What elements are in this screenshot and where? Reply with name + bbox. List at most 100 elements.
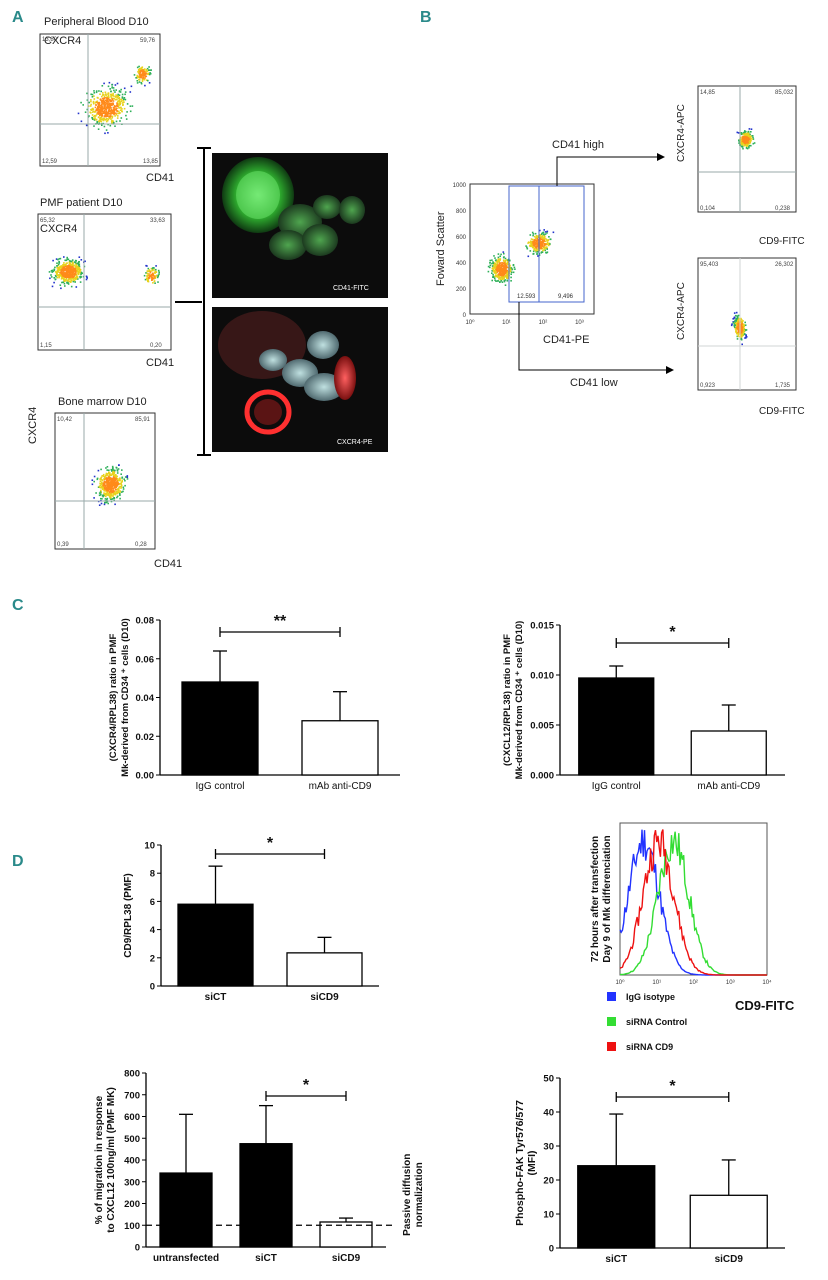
event-dot — [157, 269, 160, 272]
event-dot — [150, 270, 152, 272]
event-dot — [101, 494, 104, 497]
event-dot — [544, 235, 546, 238]
y-tick-label: 200 — [124, 1199, 140, 1210]
event-dot — [110, 474, 113, 476]
event-dot — [503, 269, 506, 271]
dotplot-ylabel: CXCR4 — [40, 223, 77, 235]
event-dot — [79, 271, 81, 273]
event-dot — [126, 103, 129, 105]
event-dot — [63, 282, 66, 285]
event-dot — [122, 488, 125, 490]
event-dot — [68, 267, 71, 269]
event-dot — [118, 99, 120, 102]
event-dot — [536, 248, 538, 251]
event-dot — [51, 271, 53, 273]
event-dot — [750, 135, 752, 138]
event-dot — [501, 268, 504, 270]
event-dot — [99, 486, 102, 489]
event-dot — [115, 120, 118, 123]
event-dot — [109, 110, 111, 112]
event-dot — [110, 492, 113, 494]
event-dot — [492, 264, 495, 266]
y-tick-label: 0.015 — [530, 621, 554, 632]
event-dot — [503, 271, 506, 273]
event-dot — [66, 266, 68, 268]
event-dot — [75, 286, 78, 288]
event-dot — [742, 327, 745, 329]
event-dot — [750, 128, 753, 130]
event-dot — [114, 475, 116, 477]
event-dot — [106, 494, 108, 496]
event-dot — [115, 98, 117, 101]
event-dot — [507, 260, 510, 263]
event-dot — [497, 259, 500, 261]
event-dot — [111, 121, 113, 124]
event-dot — [110, 468, 113, 471]
event-dot — [62, 271, 65, 273]
event-dot — [138, 69, 140, 72]
event-dot — [141, 80, 144, 83]
event-dot — [58, 269, 61, 271]
event-dot — [67, 283, 70, 285]
event-dot — [153, 276, 156, 278]
event-dot — [110, 107, 112, 109]
event-dot — [147, 273, 150, 276]
arrows — [518, 156, 666, 371]
event-dot — [60, 270, 63, 272]
event-dot — [99, 120, 101, 122]
event-dot — [741, 330, 743, 332]
event-dot — [104, 501, 106, 504]
event-dot — [116, 470, 119, 472]
event-dot — [61, 265, 64, 268]
event-dot — [499, 266, 502, 269]
event-dot — [746, 137, 749, 139]
event-dot — [109, 105, 111, 108]
label-cd41-low: CD41 low — [570, 377, 618, 389]
y-axis-label: to CXCL12 100ng/ml (PMF MK) — [106, 1087, 117, 1233]
event-dot — [104, 103, 107, 106]
event-dot — [534, 243, 537, 245]
event-dot — [102, 92, 104, 94]
event-dot — [109, 491, 111, 494]
event-dot — [118, 110, 120, 113]
event-dot — [532, 246, 534, 248]
quadrant-lr: 1,735 — [775, 383, 791, 389]
event-dot — [100, 98, 102, 100]
event-dot — [124, 484, 126, 487]
arrow-head-low — [666, 366, 674, 374]
quadrant-lr: 0,20 — [150, 343, 162, 349]
event-dot — [91, 93, 94, 96]
event-dot — [98, 104, 100, 107]
quadrant-ul-pb: 13,80 — [42, 37, 58, 43]
y-tick-label: 0.00 — [136, 771, 155, 782]
bar — [159, 1172, 213, 1248]
event-dot — [548, 236, 550, 238]
event-dot — [143, 73, 145, 76]
event-dot — [115, 113, 118, 116]
event-dot — [95, 90, 98, 92]
event-dot — [108, 472, 110, 475]
event-dot — [498, 275, 500, 278]
b-scatter-events — [487, 229, 555, 286]
event-dot — [150, 69, 152, 71]
event-dot — [146, 70, 149, 72]
event-dot — [69, 278, 71, 280]
event-dot — [108, 81, 111, 84]
event-dot — [101, 112, 104, 115]
reference-line-label: Passive diffusion — [402, 1154, 413, 1236]
event-dot — [74, 270, 76, 272]
event-dot — [117, 100, 119, 102]
event-dot — [104, 99, 107, 102]
event-dot — [100, 489, 102, 492]
event-dot — [86, 99, 89, 101]
event-dot — [105, 101, 108, 103]
event-dot — [113, 109, 116, 112]
event-dot — [139, 76, 141, 78]
event-dot — [743, 142, 745, 144]
event-dot — [106, 106, 109, 109]
event-dot — [70, 285, 73, 288]
event-dot — [109, 477, 112, 479]
event-dot — [736, 338, 739, 340]
event-dot — [744, 337, 746, 339]
event-dot — [116, 483, 119, 485]
